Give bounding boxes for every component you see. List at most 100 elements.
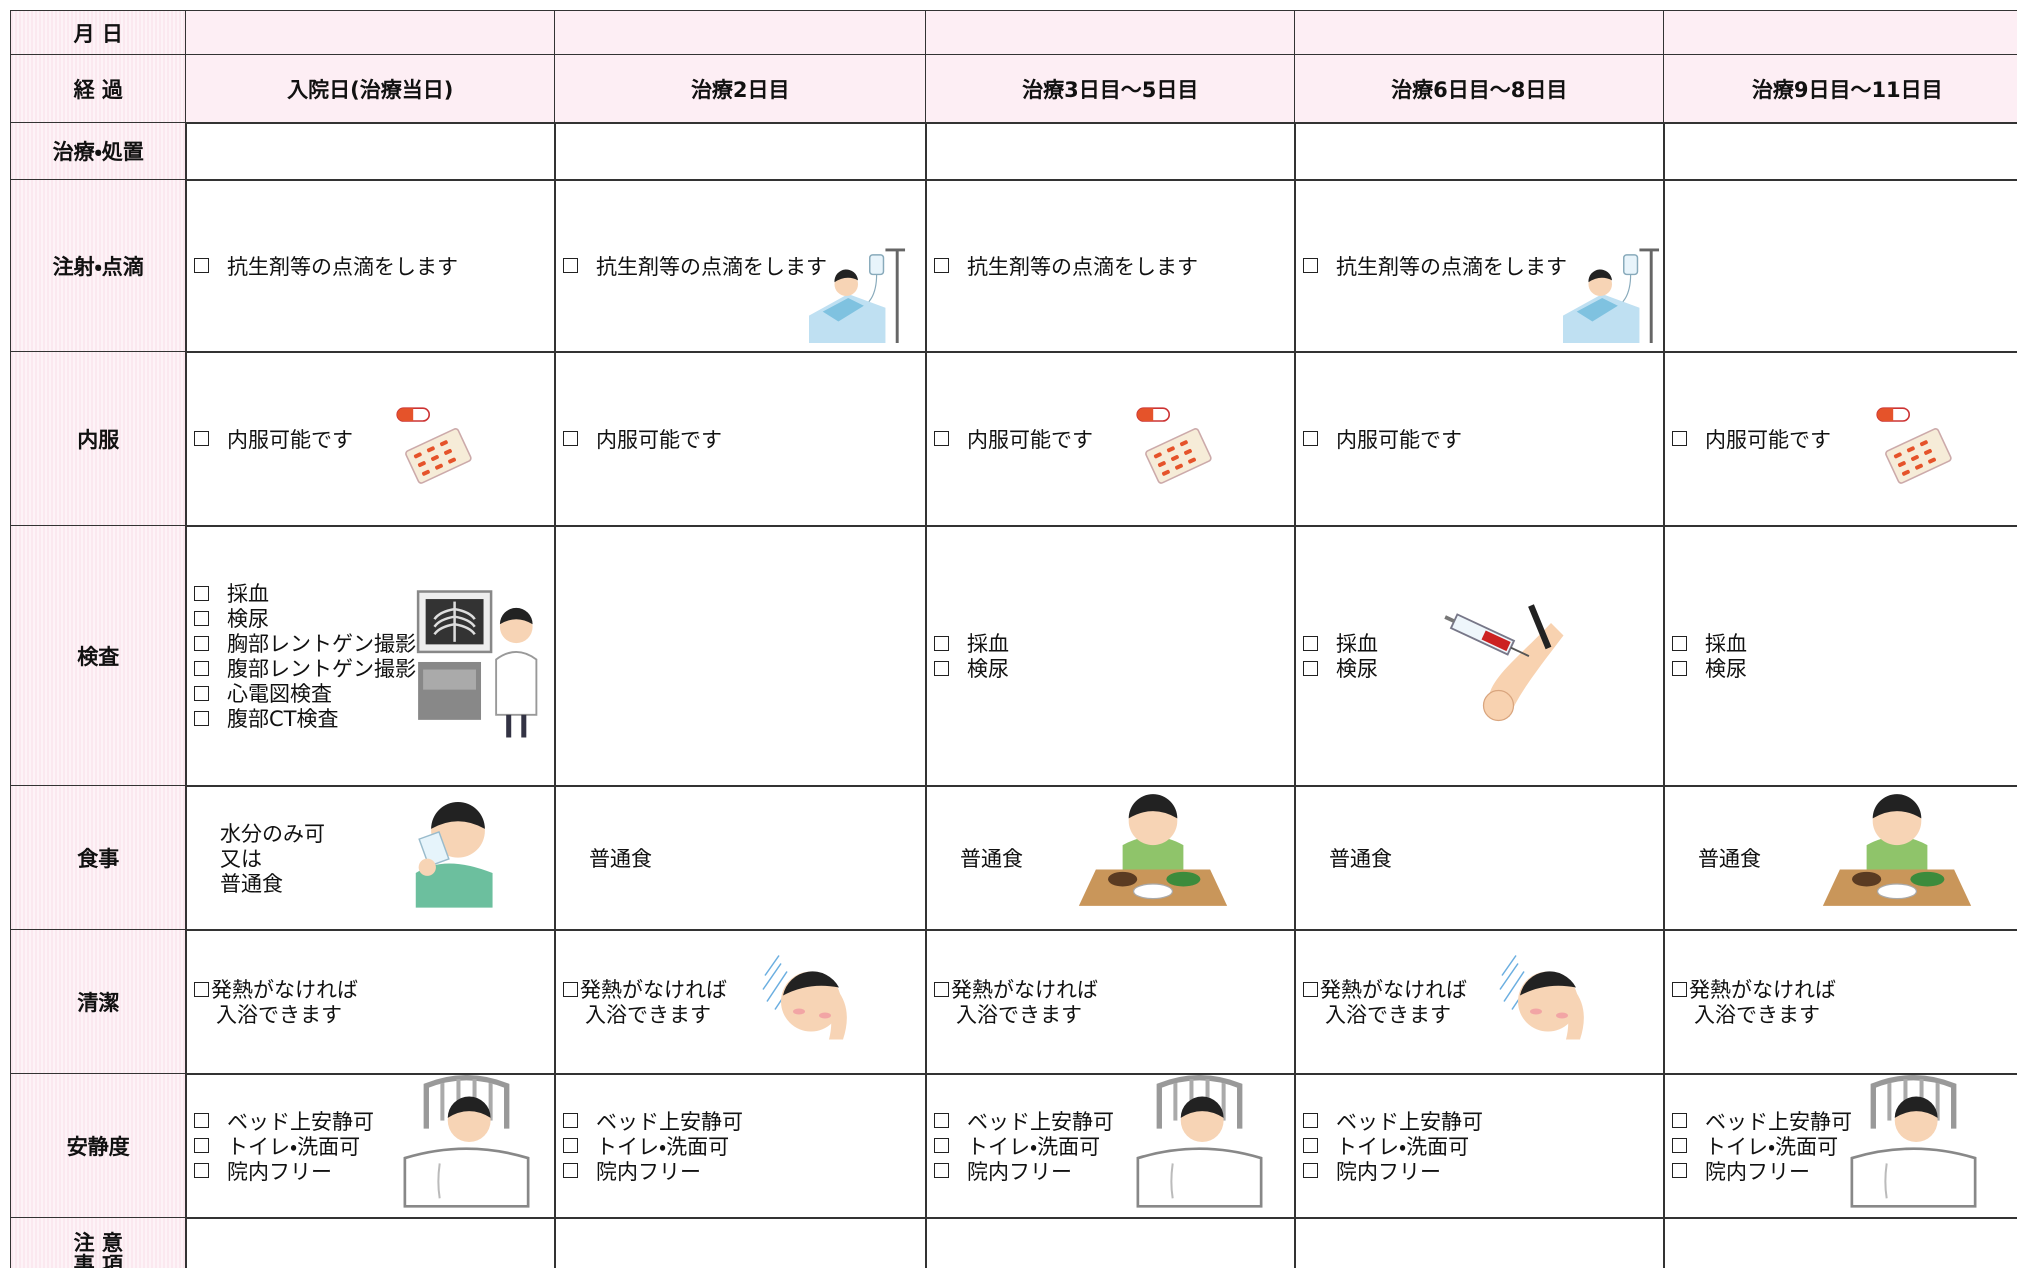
checkbox bbox=[194, 685, 209, 701]
checkbox bbox=[194, 585, 209, 601]
day-header: 治療6日目〜8日目 bbox=[1391, 77, 1568, 102]
item: 院内フリー bbox=[1664, 1158, 2017, 1184]
item-text: 入浴できます bbox=[956, 1003, 1082, 1028]
item: トイレ・洗面可 bbox=[1295, 1133, 1664, 1159]
checkbox bbox=[1303, 1113, 1318, 1129]
checkbox bbox=[194, 1163, 209, 1179]
item-text: 心電図検査 bbox=[227, 682, 332, 707]
checkbox bbox=[934, 431, 949, 447]
item: 普通食 bbox=[186, 870, 555, 896]
body-cell bbox=[1663, 1217, 2017, 1268]
item: トイレ・洗面可 bbox=[555, 1133, 926, 1159]
body-cell: 内服可能です bbox=[1294, 351, 1665, 527]
item: 採血 bbox=[926, 631, 1295, 656]
item: 抗生剤等の点滴をします bbox=[926, 253, 1295, 279]
item-text: 院内フリー bbox=[967, 1159, 1072, 1184]
item: 内服可能です bbox=[1664, 426, 2017, 452]
checkbox bbox=[194, 981, 209, 997]
item-text: 入浴できます bbox=[585, 1003, 711, 1028]
day-header-cell: 治療3日目〜5日目 bbox=[925, 54, 1296, 124]
day-header-cell: 治療6日目〜8日目 bbox=[1294, 54, 1665, 124]
item: 院内フリー bbox=[1295, 1158, 1664, 1184]
checkbox bbox=[1303, 1163, 1318, 1179]
item: トイレ・洗面可 bbox=[926, 1133, 1295, 1159]
item-text: トイレ・洗面可 bbox=[1336, 1134, 1470, 1159]
item: ベッド上安静可 bbox=[186, 1108, 555, 1134]
item: 発熱がなければ bbox=[186, 977, 555, 1002]
body-cell: 内服可能です bbox=[185, 351, 556, 527]
body-cell: 発熱がなければ 入浴できます bbox=[554, 929, 927, 1075]
checkbox bbox=[1672, 1163, 1687, 1179]
body-cell: 採血 検尿 bbox=[1663, 525, 2017, 787]
item-text: 検尿 bbox=[967, 657, 1009, 682]
body-cell: ベッド上安静可 トイレ・洗面可 院内フリー bbox=[1294, 1073, 1665, 1219]
checkbox bbox=[1303, 431, 1318, 447]
body-cell: 採血 検尿 bbox=[925, 525, 1296, 787]
item: 内服可能です bbox=[186, 426, 555, 452]
body-cell: 普通食 bbox=[1663, 785, 2017, 931]
item-text: 内服可能です bbox=[1336, 427, 1462, 452]
item-text: ベッド上安静可 bbox=[227, 1109, 374, 1134]
item-text: 入浴できます bbox=[1694, 1003, 1820, 1028]
item: トイレ・洗面可 bbox=[186, 1133, 555, 1159]
body-cell: ベッド上安静可 トイレ・洗面可 院内フリー bbox=[1663, 1073, 2017, 1219]
item-text: 採血 bbox=[227, 582, 269, 607]
item-text: トイレ・洗面可 bbox=[596, 1134, 730, 1159]
item: 採血 bbox=[1664, 631, 2017, 656]
day-header-cell: 治療2日目 bbox=[554, 54, 927, 124]
item-text: 普通食 bbox=[1698, 846, 1761, 871]
checkbox bbox=[1672, 1113, 1687, 1129]
row-label-line: 事 項 bbox=[74, 1254, 123, 1268]
item-text: 抗生剤等の点滴をします bbox=[227, 254, 458, 279]
row-label-cell: 清潔 bbox=[10, 929, 187, 1075]
item-text: 発熱がなければ bbox=[580, 978, 727, 1003]
body-cell bbox=[185, 1217, 556, 1268]
item: 内服可能です bbox=[1295, 426, 1664, 452]
checkbox bbox=[194, 610, 209, 626]
body-cell: 抗生剤等の点滴をします bbox=[925, 179, 1296, 353]
item-text: 内服可能です bbox=[1705, 427, 1831, 452]
date-cell bbox=[185, 10, 556, 56]
day-header: 治療2日目 bbox=[690, 77, 790, 102]
item-text: 又は bbox=[220, 846, 262, 871]
row-label-cell: 治療・処置 bbox=[10, 122, 187, 181]
item: 又は bbox=[186, 845, 555, 871]
date-cell bbox=[554, 10, 927, 56]
item-text: 胸部レントゲン撮影 bbox=[227, 632, 416, 657]
item-text: 普通食 bbox=[589, 846, 652, 871]
checkbox bbox=[563, 431, 578, 447]
checkbox bbox=[1303, 660, 1318, 676]
item: 発熱がなければ bbox=[1664, 977, 2017, 1002]
checkbox bbox=[934, 1138, 949, 1154]
item: 入浴できます bbox=[1295, 1002, 1664, 1027]
checkbox bbox=[1303, 258, 1318, 274]
checkbox bbox=[1303, 1138, 1318, 1154]
item: 採血 bbox=[1295, 631, 1664, 656]
item: トイレ・洗面可 bbox=[1664, 1133, 2017, 1159]
body-cell: 普通食 bbox=[554, 785, 927, 931]
body-cell: 発熱がなければ 入浴できます bbox=[185, 929, 556, 1075]
item: ベッド上安静可 bbox=[1664, 1108, 2017, 1134]
checkbox bbox=[563, 981, 578, 997]
item-text: 検尿 bbox=[1336, 657, 1378, 682]
body-cell: 水分のみ可 又は 普通食 bbox=[185, 785, 556, 931]
item: 普通食 bbox=[926, 845, 1295, 871]
item-text: ベッド上安静可 bbox=[596, 1109, 743, 1134]
checkbox bbox=[934, 635, 949, 651]
item: 入浴できます bbox=[926, 1002, 1295, 1027]
item-text: ベッド上安静可 bbox=[967, 1109, 1114, 1134]
checkbox bbox=[1672, 431, 1687, 447]
body-cell bbox=[925, 1217, 1296, 1268]
item-text: 検尿 bbox=[227, 607, 269, 632]
checkbox bbox=[194, 635, 209, 651]
checkbox bbox=[563, 258, 578, 274]
body-cell: ベッド上安静可 トイレ・洗面可 院内フリー bbox=[925, 1073, 1296, 1219]
item: 普通食 bbox=[1664, 845, 2017, 871]
body-cell: 内服可能です bbox=[925, 351, 1296, 527]
item: 発熱がなければ bbox=[555, 977, 926, 1002]
body-cell bbox=[925, 122, 1296, 181]
body-cell: 発熱がなければ 入浴できます bbox=[1663, 929, 2017, 1075]
date-cell bbox=[925, 10, 1296, 56]
checkbox bbox=[194, 431, 209, 447]
